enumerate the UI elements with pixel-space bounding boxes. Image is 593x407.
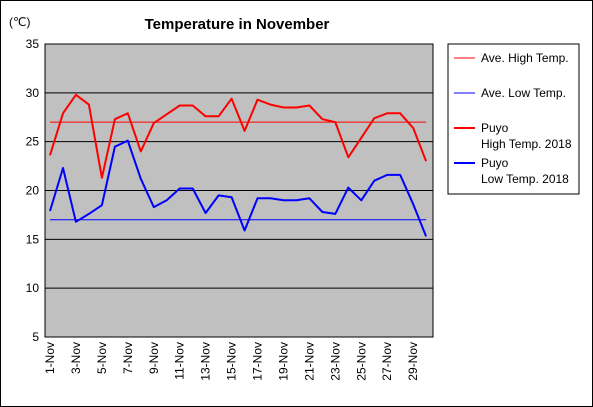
- x-tick-label: 11-Nov: [173, 342, 187, 380]
- legend-label: Low Temp. 2018: [481, 172, 569, 186]
- x-tick-label: 3-Nov: [69, 342, 83, 374]
- series-line-3: [49, 93, 428, 179]
- x-tick-label: 23-Nov: [328, 342, 342, 381]
- x-tick-label: 15-Nov: [225, 342, 239, 381]
- y-tick-label: 25: [26, 135, 40, 149]
- y-tick-label: 30: [26, 86, 40, 100]
- x-tick-label: 29-Nov: [406, 342, 420, 381]
- x-tick-label: 1-Nov: [43, 342, 57, 374]
- y-tick-label: 15: [26, 232, 40, 246]
- x-tick-label: 9-Nov: [147, 342, 161, 374]
- y-tick-label: 20: [26, 184, 40, 198]
- x-tick-label: 5-Nov: [95, 342, 109, 374]
- y-tick-label: 10: [26, 281, 40, 295]
- x-tick-label: 7-Nov: [121, 342, 135, 374]
- legend: Ave. High Temp. Ave. Low Temp. Puyo High Te…: [447, 43, 580, 195]
- legend-label: Ave. Low Temp.: [481, 86, 566, 100]
- gridlines: [45, 92, 433, 289]
- legend-label: High Temp. 2018: [481, 137, 572, 151]
- y-tick-label: 35: [26, 37, 40, 51]
- x-tick-label: 19-Nov: [276, 342, 290, 381]
- unit-label: (℃): [9, 15, 30, 29]
- x-axis-ticks: 1-Nov 3-Nov 5-Nov 7-Nov 9-Nov 11-Nov 13-Nov 15-…: [43, 342, 420, 381]
- chart-title: Temperature in November: [145, 16, 330, 33]
- y-axis-ticks: 5 10 15 20 25 30 35: [26, 37, 40, 344]
- series-line-4: [49, 139, 428, 237]
- legend-label: Puyo: [481, 156, 509, 170]
- legend-items: Ave. High Temp. Ave. Low Temp. Puyo High Te…: [454, 51, 572, 186]
- x-tick-label: 21-Nov: [302, 342, 316, 381]
- legend-label: Puyo: [481, 121, 509, 135]
- series-lines: [49, 93, 428, 237]
- x-tick-label: 27-Nov: [380, 342, 394, 381]
- legend-label: Ave. High Temp.: [481, 51, 569, 65]
- x-tick-label: 13-Nov: [199, 342, 213, 381]
- y-tick-label: 5: [32, 330, 39, 344]
- legend-box: [447, 43, 580, 195]
- x-tick-label: 25-Nov: [354, 342, 368, 381]
- plot-area: [44, 43, 434, 338]
- x-tick-label: 17-Nov: [251, 342, 265, 381]
